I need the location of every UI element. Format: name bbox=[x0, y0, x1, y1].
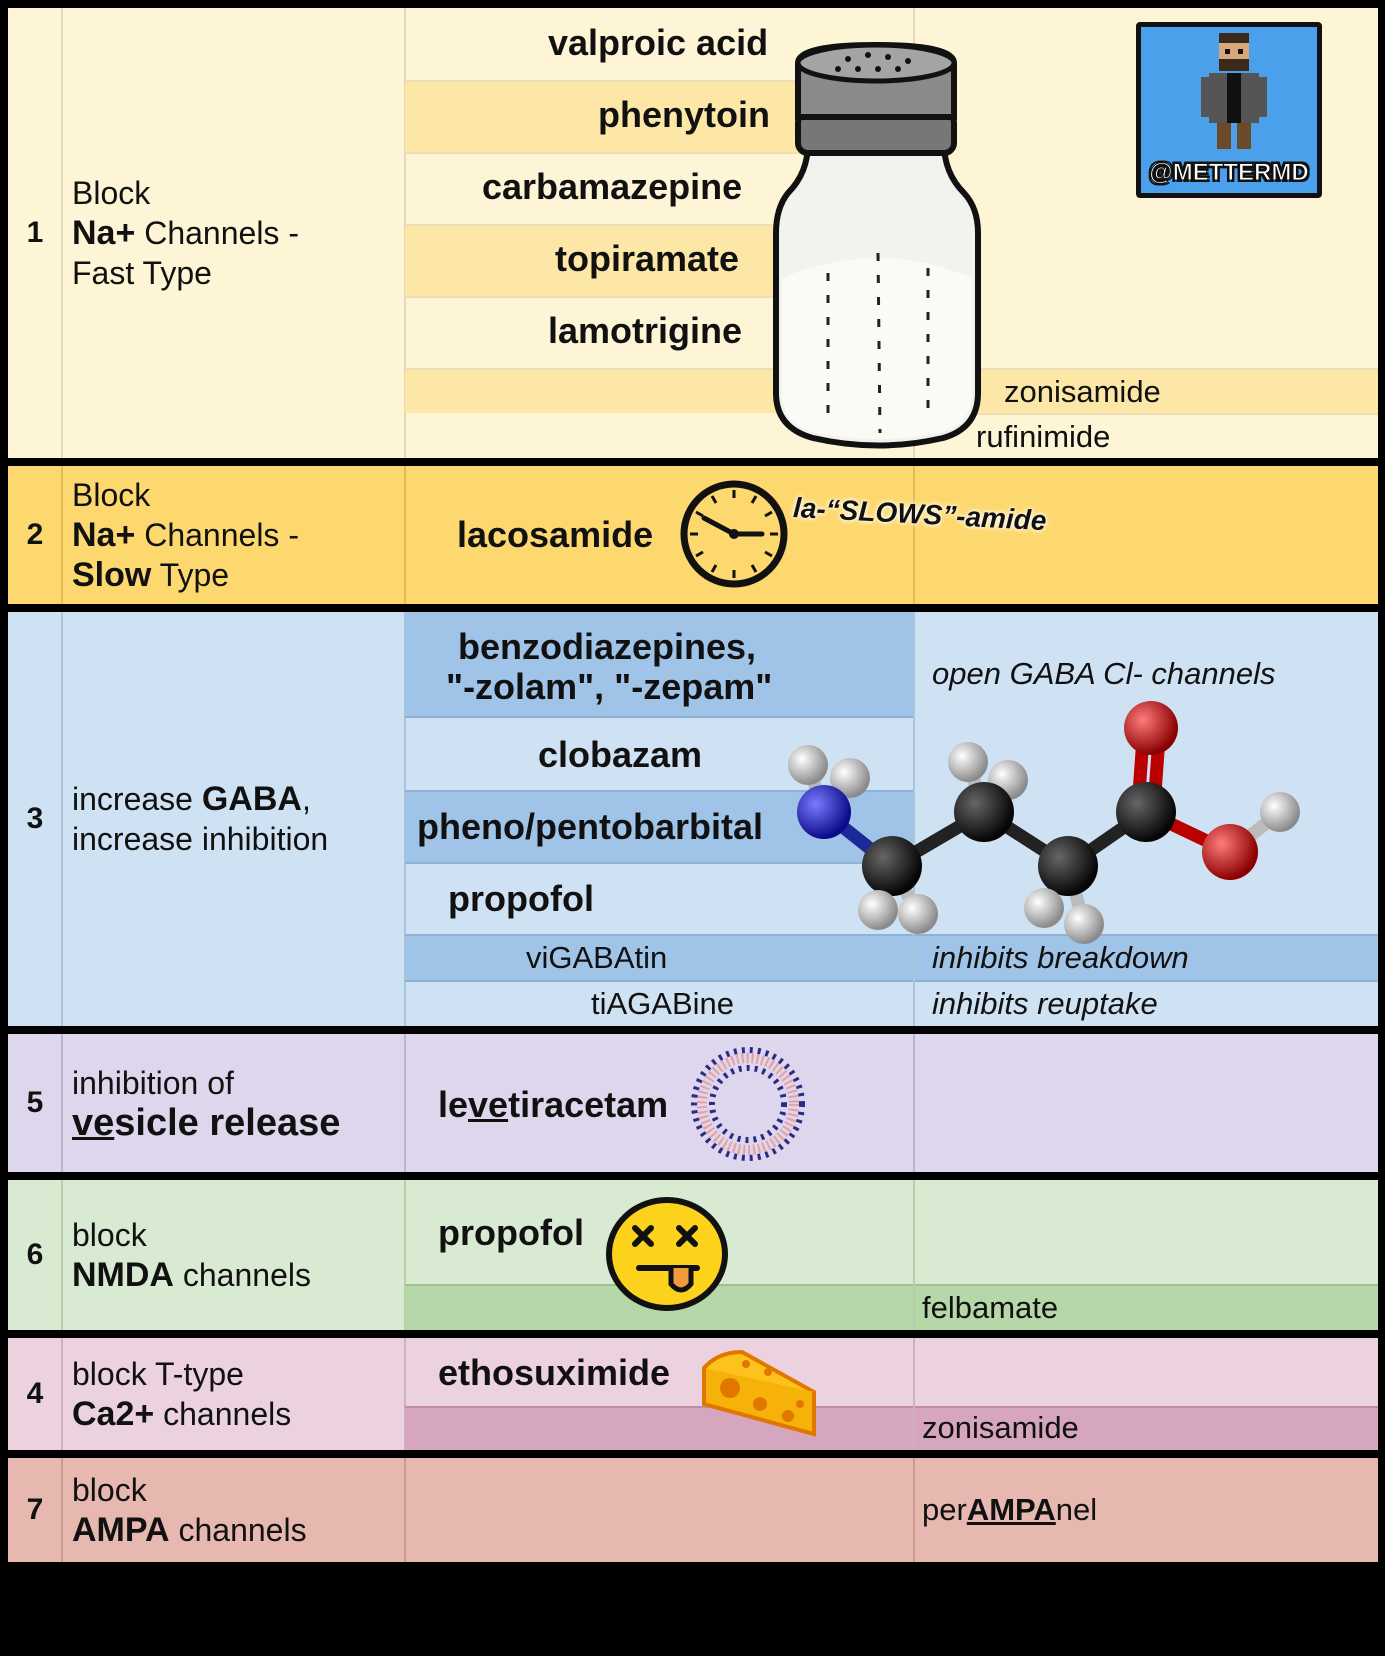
mechanism-label: inhibition of vesicle release bbox=[72, 1065, 341, 1144]
drug-zonisamide: zonisamide bbox=[1004, 374, 1161, 409]
row-2-slow-na-channels: 2 Block Na+ Channels - Slow Type lacosam… bbox=[8, 466, 1378, 604]
drug-lamotrigine: lamotrigine bbox=[548, 310, 743, 351]
drug-ethosuximide: ethosuximide bbox=[438, 1352, 671, 1393]
row-7-ampa-channels: 7 block AMPA channels perAMPAnel bbox=[8, 1458, 1378, 1562]
tiagabine-note: inhibits reuptake bbox=[932, 986, 1158, 1021]
row-3-increase-gaba: 3 increase GABA, increase inhibition ben… bbox=[8, 612, 1378, 1026]
drug-clobazam: clobazam bbox=[538, 734, 703, 775]
drug-tiagabine: tiAGABine bbox=[591, 986, 735, 1021]
row-5-vesicle-release: 5 inhibition of vesicle release levetira… bbox=[8, 1034, 1378, 1172]
row-6-nmda-channels: 6 block NMDA channels propofol felbamate bbox=[8, 1180, 1378, 1330]
drug-barbiturates: pheno/pentobarbital bbox=[417, 806, 763, 847]
gaba-channel-note: open GABA Cl- channels bbox=[932, 656, 1276, 691]
row-number: 3 bbox=[26, 802, 44, 835]
mechanism-label: Block Na+ Channels - Slow Type bbox=[72, 477, 299, 594]
mechanism-label: increase GABA, increase inhibition bbox=[72, 780, 329, 857]
row-number: 5 bbox=[26, 1086, 44, 1119]
drug-phenytoin: phenytoin bbox=[598, 94, 770, 135]
salt-shaker-icon bbox=[773, 41, 981, 449]
mechanism-label: block T-type Ca2+ channels bbox=[72, 1356, 292, 1433]
avatar-icon bbox=[1201, 33, 1267, 149]
drug-topiramate: topiramate bbox=[555, 238, 740, 279]
drug-benzodiazepines: benzodiazepines, bbox=[458, 626, 757, 667]
mechanism-label: block NMDA channels bbox=[72, 1217, 311, 1294]
gaba-molecule-icon bbox=[788, 701, 1300, 944]
row-number: 1 bbox=[26, 216, 44, 249]
clock-icon bbox=[680, 480, 788, 588]
cheese-icon bbox=[702, 1349, 816, 1437]
drug-perampanel: perAMPAnel bbox=[922, 1492, 1098, 1527]
row-4-t-type-ca-channels: 4 block T-type Ca2+ channels ethosuximid… bbox=[8, 1338, 1378, 1450]
drug-rufinimide: rufinimide bbox=[976, 419, 1111, 454]
drug-lacosamide: lacosamide bbox=[457, 514, 654, 555]
mechanism-label: block AMPA channels bbox=[72, 1472, 307, 1549]
drug-zonisamide-ca: zonisamide bbox=[922, 1410, 1079, 1445]
vigabatrin-note: inhibits breakdown bbox=[932, 940, 1189, 975]
drug-vigabatrin: viGABAtin bbox=[526, 940, 668, 975]
row-number: 4 bbox=[26, 1377, 44, 1410]
drug-propofol: propofol bbox=[448, 878, 594, 919]
drug-propofol-nmda: propofol bbox=[438, 1212, 584, 1253]
vesicle-icon bbox=[691, 1047, 805, 1161]
row-1-fast-na-channels: 1 Block Na+ Channels - Fast Type valproi… bbox=[8, 8, 1378, 458]
author-handle: @METTERMD bbox=[1149, 159, 1309, 187]
lacosamide-mnemonic: la-“SLOWS”-amide bbox=[792, 492, 1048, 537]
author-badge[interactable]: @METTERMD bbox=[1136, 22, 1322, 198]
dizzy-face-icon bbox=[606, 1197, 728, 1311]
row-number: 7 bbox=[26, 1493, 44, 1526]
drug-levetiracetam: levetiracetam bbox=[438, 1084, 669, 1125]
mechanism-label: Block Na+ Channels - Fast Type bbox=[72, 175, 299, 291]
drug-felbamate: felbamate bbox=[922, 1290, 1059, 1325]
drug-valproic-acid: valproic acid bbox=[548, 22, 769, 63]
row-number: 6 bbox=[26, 1238, 44, 1271]
row-number: 2 bbox=[26, 518, 44, 551]
drug-carbamazepine: carbamazepine bbox=[482, 166, 743, 207]
drug-zolam-zepam: "-zolam", "-zepam" bbox=[446, 666, 773, 707]
